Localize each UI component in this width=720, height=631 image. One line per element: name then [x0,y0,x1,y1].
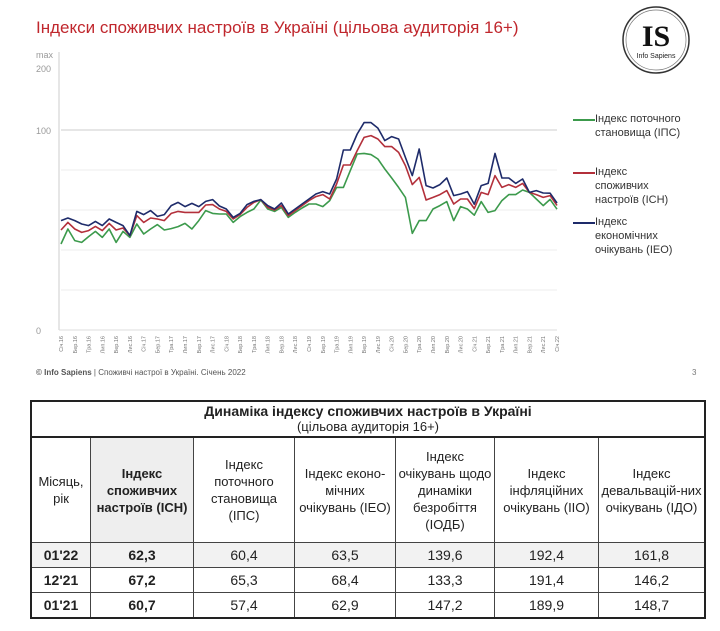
index-table: Динаміка індексу споживчих настроїв в Ук… [30,400,706,619]
x-tick-label: Лис.20 [459,336,465,353]
logo-text: IS [642,20,670,53]
x-tick-label: Вер.19 [362,336,368,353]
table-cell: 192,4 [494,542,599,568]
logo-subtext: Info Sapiens [637,53,676,60]
x-tick-label: Лип.20 [431,336,437,353]
line-chart: max 200 100 0 Січ.16 Бер.16 Тра.16 Лип.16 Вер.1… [36,50,561,353]
legend-item-isn: Індекс споживчих настроїв (ІСН) [573,165,675,207]
legend-item-ieo: Індекс економічних очікувань (ІЕО) [573,215,685,257]
legend-swatch-blue [573,222,595,224]
x-tick-label: Січ.21 [472,336,478,352]
x-tick-label: Вер.16 [114,336,120,353]
x-tick-label: Тра.17 [169,336,175,353]
table-row: 12'21 67,2 65,3 68,4 133,3 191,4 146,2 [30,567,706,593]
info-sapiens-logo: IS Info Sapiens [622,6,690,74]
col-header-ido: Індекс девальвацій-них очікувань (ІДО) [598,436,706,543]
x-tick-label: Тра.18 [252,336,258,353]
x-tick-label: Лис.17 [211,336,217,353]
table-cell: 146,2 [598,567,706,593]
x-tick-label: Лип.16 [100,336,106,353]
series-line-0 [60,152,558,245]
x-tick-label: Січ.20 [390,336,396,352]
series-line-1 [60,134,558,237]
x-tick-label: Січ.16 [59,336,65,352]
y-tick-label: 100 [36,126,51,136]
y-tick-label: 0 [36,326,41,336]
table-cell: 62,9 [294,592,396,619]
table-cell: 67,2 [90,567,194,593]
footer-text: | Споживчі настрої в Україні. Січень 202… [91,368,246,377]
chart-title: Індекси споживчих настроїв в Україні (ці… [36,18,519,37]
x-tick-label: Вер.21 [527,336,533,353]
x-tick-label: Лис.19 [376,336,382,353]
x-tick-label: Лип.21 [514,336,520,353]
table-cell: 65,3 [193,567,295,593]
legend-label: Індекс поточного становища (ІПС) [595,113,681,139]
col-header-iio: Індекс інфляційних очікувань (ІІО) [494,436,599,543]
series-line-2 [60,121,558,237]
table-caption: Динаміка індексу споживчих настроїв в Ук… [30,400,706,438]
col-header-ieo: Індекс еконо-мічних очікувань (ІЕО) [294,436,396,543]
x-tick-label: Бер.21 [486,336,492,353]
x-tick-label: Лип.18 [266,336,272,353]
legend-item-ips: Індекс поточного становища (ІПС) [573,112,715,140]
table-cell: 63,5 [294,542,396,568]
table-cell: 68,4 [294,567,396,593]
x-tick-label: Тра.21 [500,336,506,353]
x-tick-label: Вер.17 [197,336,203,353]
x-tick-label: Січ.22 [555,336,561,352]
x-tick-label: Бер.20 [403,336,409,353]
legend-swatch-green [573,119,595,121]
y-tick-label: max [36,50,54,60]
table-cell: 191,4 [494,567,599,593]
table-row: 01'21 60,7 57,4 62,9 147,2 189,9 148,7 [30,592,706,619]
col-header-month: Місяць, рік [30,436,91,543]
x-tick-label: Бер.18 [238,336,244,353]
table-cell: 57,4 [193,592,295,619]
x-tick-label: Лис.16 [128,336,134,353]
table-cell: 147,2 [395,592,495,619]
x-tick-label: Вер.20 [445,336,451,353]
x-tick-label: Лис.18 [293,336,299,353]
table-cell: 60,4 [193,542,295,568]
x-tick-label: Лис.21 [541,336,547,353]
footer-brand: © Info Sapiens [36,368,92,377]
footer: © Info Sapiens | Споживчі настрої в Укра… [36,368,246,377]
table-cell: 139,6 [395,542,495,568]
x-tick-label: Січ.19 [307,336,313,352]
table-subtitle: (цільова аудиторія 16+) [296,419,440,434]
x-tick-label: Лип.19 [348,336,354,353]
cell-month: 01'22 [30,542,91,568]
cell-month: 12'21 [30,567,91,593]
table-title: Динаміка індексу споживчих настроїв в Ук… [204,403,532,419]
col-header-isn: Індекс споживчих настроїв (ІСН) [90,436,194,543]
legend-label: Індекс економічних очікувань (ІЕО) [595,216,673,256]
x-tick-label: Бер.17 [155,336,161,353]
x-tick-label: Лип.17 [183,336,189,353]
y-tick-label: 200 [36,64,51,74]
table-cell: 62,3 [90,542,194,568]
table-cell: 60,7 [90,592,194,619]
x-tick-label: Бер.16 [73,336,79,353]
table-row: 01'22 62,3 60,4 63,5 139,6 192,4 161,8 [30,542,706,568]
table-cell: 133,3 [395,567,495,593]
x-tick-label: Вер.18 [279,336,285,353]
legend-label: Індекс споживчих настроїв (ІСН) [595,166,669,206]
col-header-iodb: Індекс очікувань щодо динаміки безробітт… [395,436,495,543]
table-cell: 161,8 [598,542,706,568]
x-tick-label: Тра.16 [87,336,93,353]
x-tick-label: Січ.18 [224,336,230,352]
table-cell: 189,9 [494,592,599,619]
table-cell: 148,7 [598,592,706,619]
legend-swatch-red [573,172,595,174]
x-tick-label: Січ.17 [142,336,148,352]
cell-month: 01'21 [30,592,91,619]
page-number: 3 [692,368,697,377]
x-tick-label: Бер.19 [321,336,327,353]
x-tick-label: Тра.20 [417,336,423,353]
col-header-ips: Індекс поточного становища (ІПС) [193,436,295,543]
x-tick-label: Тра.19 [335,336,341,353]
